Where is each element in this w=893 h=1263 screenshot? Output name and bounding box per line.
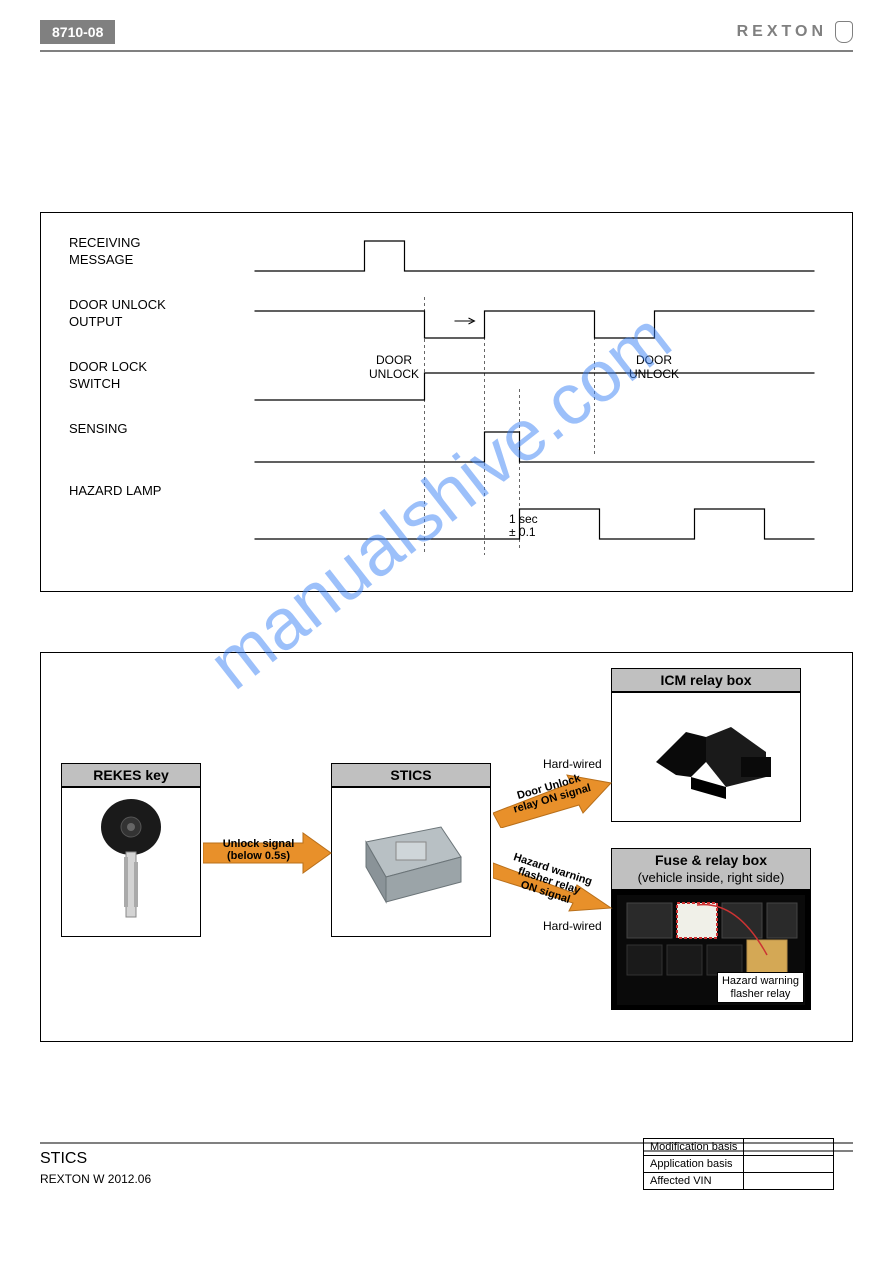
brand: REXTON [737,21,853,43]
signal-label: RECEIVING MESSAGE [69,231,229,269]
signal-row-unlock-output: DOOR UNLOCK OUTPUT [69,293,840,355]
block-fuse: Fuse & relay box (vehicle inside, right … [611,848,811,1010]
block-rekes: REKES key [61,763,201,937]
page-tag: 8710-08 [40,20,115,44]
annotation-door-unlock-1: DOOR UNLOCK [369,353,419,381]
brand-logo-icon [835,21,853,43]
block-fuse-image: Hazard warning flasher relay [611,890,811,1010]
signal-label: SENSING [69,417,229,438]
footer-cell-label: Affected VIN [644,1173,744,1190]
table-row: Modification basis [644,1139,834,1156]
footer-cell-value [744,1139,834,1156]
block-fuse-title: Fuse & relay box (vehicle inside, right … [611,848,811,890]
icm-relay-icon [631,707,781,807]
signal-label: HAZARD LAMP [69,479,229,500]
block-fuse-title-text: Fuse & relay box [655,852,767,868]
signal-row-lock-switch: DOOR LOCK SWITCH DOOR UNLOCK DOOR UNLOCK [69,355,840,417]
annotation-hazard-time: 1 sec ± 0.1 [509,513,538,539]
hazard-relay-label: Hazard warning flasher relay [717,972,804,1002]
block-icm-image [611,692,801,822]
footer-cell-value [744,1156,834,1173]
header: 8710-08 REXTON [40,20,853,44]
wave-lock-switch-icon [229,355,840,415]
footer-model: REXTON W 2012.06 [40,1172,151,1186]
wave-receiving-icon [229,231,840,291]
block-diagram-panel: REKES key STICS ICM relay box [40,652,853,1042]
arrow-door-unlock: Door Unlock relay ON signal Hard-wired [493,773,613,833]
block-stics-title: STICS [331,763,491,787]
signal-row-sensing: SENSING [69,417,840,479]
arrow-unlock-label: Unlock signal (below 0.5s) [211,838,306,862]
arrow-unlock: Unlock signal (below 0.5s) [203,828,333,883]
footer: STICS REXTON W 2012.06 Modification basi… [40,1142,853,1190]
block-stics-image [331,787,491,937]
wave-unlock-output-icon [229,293,840,353]
block-rekes-image [61,787,201,937]
timing-panel: RECEIVING MESSAGE DOOR UNLOCK OUTPUT DOO… [40,212,853,592]
footer-cell-value [744,1173,834,1190]
hardwired-label-1: Hard-wired [543,757,602,771]
block-stics: STICS [331,763,491,937]
signal-row-hazard: HAZARD LAMP 1 sec ± 0.1 [69,479,840,559]
signal-label: DOOR UNLOCK OUTPUT [69,293,229,331]
block-icm-title: ICM relay box [611,668,801,692]
block-icm: ICM relay box [611,668,801,822]
annotation-door-unlock-2: DOOR UNLOCK [629,353,679,381]
footer-left: STICS REXTON W 2012.06 [40,1150,151,1186]
timing-diagram: RECEIVING MESSAGE DOOR UNLOCK OUTPUT DOO… [69,231,840,561]
signal-label: DOOR LOCK SWITCH [69,355,229,393]
footer-cell-label: Application basis [644,1156,744,1173]
wave-sensing-icon [229,417,840,477]
rekes-key-icon [96,797,166,927]
footer-title: STICS [40,1150,151,1168]
stics-module-icon [346,807,476,917]
signal-row-receiving: RECEIVING MESSAGE [69,231,840,293]
table-row: Application basis [644,1156,834,1173]
hardwired-label-2: Hard-wired [543,919,602,933]
footer-table: Modification basis Application basis Aff… [643,1138,834,1190]
header-rule [40,50,853,52]
arrow-hazard-warning: Hazard warning flasher relay ON signal H… [493,853,613,923]
footer-table-wrap: Modification basis Application basis Aff… [643,1150,853,1190]
table-row: Affected VIN [644,1173,834,1190]
block-fuse-subtitle: (vehicle inside, right side) [638,870,785,885]
brand-text: REXTON [737,23,827,41]
block-rekes-title: REKES key [61,763,201,787]
footer-cell-label: Modification basis [644,1139,744,1156]
